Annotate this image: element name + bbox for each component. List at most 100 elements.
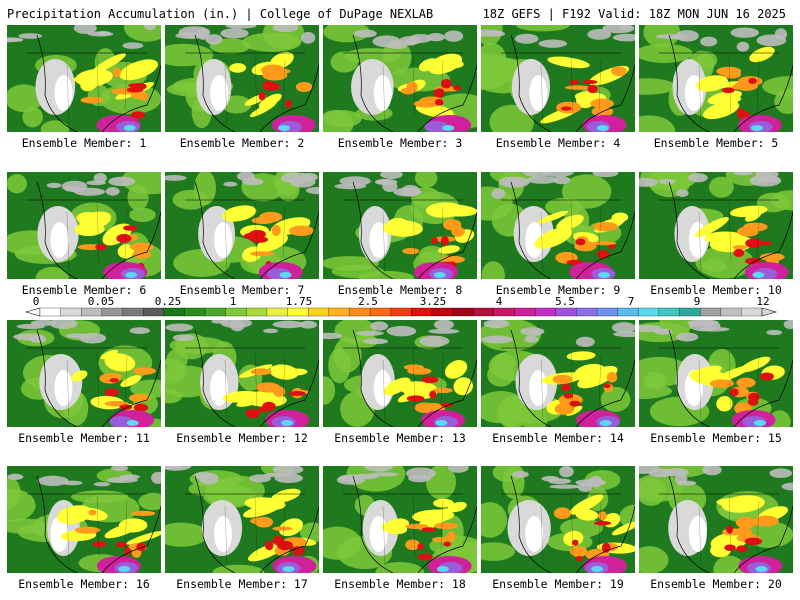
precip-map (165, 172, 319, 279)
ensemble-member-label: Ensemble Member: 6 (21, 283, 147, 297)
colorbar-swatch (287, 307, 309, 317)
colorbar-swatch (308, 307, 330, 317)
ensemble-member-label: Ensemble Member: 15 (650, 431, 782, 445)
colorbar-tick-label: 1 (229, 295, 237, 308)
ensemble-member-label: Ensemble Member: 16 (18, 577, 150, 591)
precip-map (323, 466, 477, 573)
precip-map (639, 466, 793, 573)
colorbar-swatch (266, 307, 288, 317)
colorbar-tick-label: 2.5 (358, 295, 378, 308)
precip-map (323, 320, 477, 427)
ensemble-member-label: Ensemble Member: 5 (653, 136, 779, 150)
colorbar-tick-label: 4 (495, 295, 503, 308)
colorbar-swatch (534, 307, 557, 317)
colorbar-tick-label: 1.75 (285, 295, 313, 308)
ensemble-member-label: Ensemble Member: 11 (18, 431, 150, 445)
colorbar-tick-label: 0.25 (154, 295, 182, 308)
colorbar-swatch (369, 307, 392, 317)
precip-map (323, 25, 477, 132)
ensemble-member-panel (639, 25, 793, 132)
colorbar-swatch (101, 307, 123, 317)
precip-map (7, 466, 161, 573)
precip-map (639, 172, 793, 279)
colorbar: 0 0.05 0.25 1 1.75 2.5 3.25 4 5.5 7 9 12 (0, 295, 800, 320)
ensemble-member-label: Ensemble Member: 12 (176, 431, 308, 445)
colorbar-swatch (349, 307, 371, 317)
colorbar-swatch (473, 307, 495, 317)
ensemble-member-panel (7, 172, 161, 279)
colorbar-swatch (142, 307, 165, 317)
precip-map (481, 25, 635, 132)
ensemble-member-panel (165, 172, 319, 279)
precip-map (165, 466, 319, 573)
precip-map (481, 320, 635, 427)
colorbar-swatch (225, 307, 247, 317)
ensemble-member-panel (165, 25, 319, 132)
colorbar-max-arrow (761, 307, 778, 317)
colorbar-swatch (411, 307, 433, 317)
map-title: Precipitation Accumulation (in.) | Colle… (7, 7, 434, 21)
colorbar-swatch (617, 307, 639, 317)
ensemble-member-label: Ensemble Member: 8 (337, 283, 463, 297)
ensemble-member-panel (323, 466, 477, 573)
ensemble-member-label: Ensemble Member: 10 (650, 283, 782, 297)
ensemble-member-panel (7, 466, 161, 573)
ensemble-member-panel (481, 466, 635, 573)
ensemble-member-label: Ensemble Member: 19 (492, 577, 624, 591)
ensemble-member-panel (481, 320, 635, 427)
precip-map (481, 466, 635, 573)
colorbar-tick-label: 7 (627, 295, 635, 308)
colorbar-swatch (431, 307, 454, 317)
colorbar-tick-label: 9 (693, 295, 701, 308)
valid-time: 18Z GEFS | F192 Valid: 18Z MON JUN 16 20… (482, 7, 786, 21)
precip-map (323, 172, 477, 279)
colorbar-swatch (452, 307, 474, 317)
colorbar-swatch (122, 307, 144, 317)
colorbar-swatch (184, 307, 206, 317)
colorbar-swatch (246, 307, 268, 317)
ensemble-member-panel (165, 466, 319, 573)
ensemble-member-panel (323, 172, 477, 279)
colorbar-tick-label: 12 (756, 295, 770, 308)
ensemble-member-panel (639, 320, 793, 427)
colorbar-swatch (39, 307, 62, 317)
colorbar-min-arrow (24, 307, 41, 317)
colorbar-swatch (679, 307, 701, 317)
colorbar-graphic (24, 307, 778, 317)
colorbar-swatch (741, 307, 763, 317)
ensemble-member-label: Ensemble Member: 9 (495, 283, 621, 297)
ensemble-member-label: Ensemble Member: 20 (650, 577, 782, 591)
colorbar-swatch (163, 307, 185, 317)
ensemble-member-label: Ensemble Member: 1 (21, 136, 147, 150)
colorbar-swatch (328, 307, 350, 317)
ensemble-member-label: Ensemble Member: 18 (334, 577, 466, 591)
ensemble-member-label: Ensemble Member: 14 (492, 431, 624, 445)
colorbar-swatch (390, 307, 412, 317)
precip-map (165, 25, 319, 132)
precip-map (639, 320, 793, 427)
colorbar-tick-label: 0 (32, 295, 40, 308)
ensemble-member-label: Ensemble Member: 3 (337, 136, 463, 150)
precip-map (7, 25, 161, 132)
colorbar-swatch (514, 307, 536, 317)
precip-map (481, 172, 635, 279)
precip-map (7, 172, 161, 279)
colorbar-swatch (638, 307, 660, 317)
ensemble-member-label: Ensemble Member: 4 (495, 136, 621, 150)
colorbar-swatch (699, 307, 722, 317)
colorbar-tick-label: 3.25 (419, 295, 447, 308)
colorbar-swatch (204, 307, 227, 317)
colorbar-swatch (596, 307, 619, 317)
ensemble-member-panel (481, 172, 635, 279)
colorbar-swatch (576, 307, 598, 317)
ensemble-member-panel (165, 320, 319, 427)
precip-map (639, 25, 793, 132)
colorbar-swatch (60, 307, 82, 317)
ensemble-member-label: Ensemble Member: 13 (334, 431, 466, 445)
colorbar-swatch (555, 307, 577, 317)
ensemble-member-panel (323, 25, 477, 132)
ensemble-member-label: Ensemble Member: 2 (179, 136, 305, 150)
colorbar-swatch (81, 307, 103, 317)
ensemble-member-panel (323, 320, 477, 427)
colorbar-tick-label: 5.5 (555, 295, 575, 308)
